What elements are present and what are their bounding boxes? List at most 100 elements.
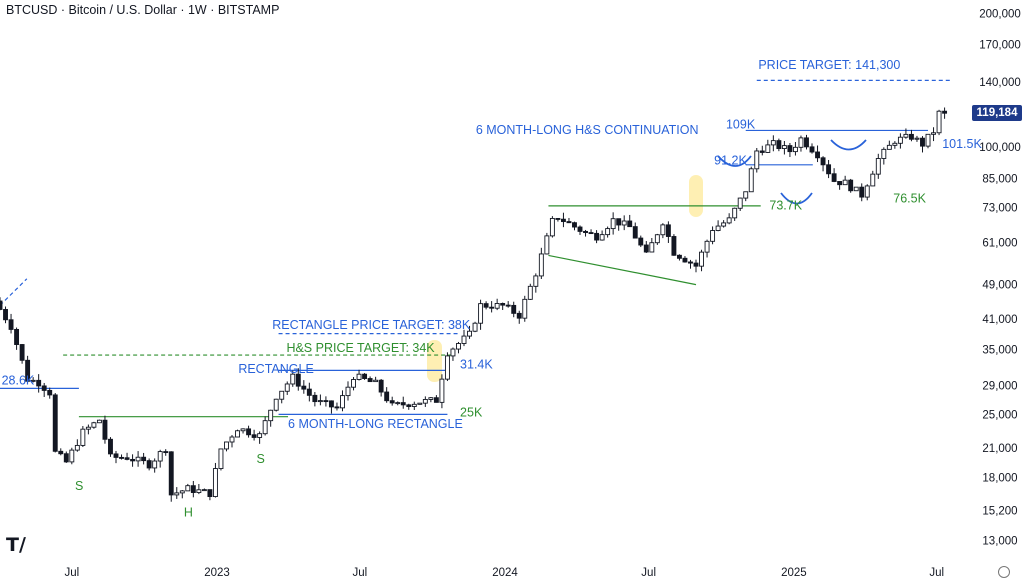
candle-body [621,220,627,226]
candle-body [577,226,583,232]
candle-body [472,322,478,332]
candle-body [710,230,716,242]
candle-body [295,373,301,387]
chart-annotation: 73.7K [769,199,802,213]
candle-body [798,137,804,148]
candle-body [80,428,86,446]
candle-body [572,222,577,228]
candle-body [660,224,666,236]
candle-body [842,179,848,186]
candle-body [85,426,91,430]
chart-annotation: 101.5K [942,137,982,151]
candle-body [505,304,511,307]
trend-lines [0,79,952,418]
candle-body [555,217,561,220]
candle-body [897,136,903,144]
y-tick-label: 73,000 [982,203,1017,215]
x-tick-label: 2023 [204,567,230,579]
candle-body [583,230,588,234]
candle-body [229,436,235,443]
candle-body [588,232,594,235]
x-tick-label: Jul [641,567,656,579]
candle-body [41,385,47,391]
candle-body [439,378,445,403]
candle-body [527,285,533,300]
y-tick-label: 41,000 [982,314,1017,326]
candle-body [792,146,798,153]
candle-body [726,217,732,224]
tradingview-logo-icon[interactable]: T∕ [6,534,26,556]
candle-body [765,144,771,153]
candle-body [665,224,671,237]
candle-body [533,275,539,287]
candle-body [936,110,942,134]
highlight-ellipse-2023 [427,340,442,382]
y-tick-label: 61,000 [982,237,1017,249]
candle-body [422,399,428,404]
time-axis: Jul 2023 Jul 2024 Jul 2025 Jul [64,567,944,579]
candle-body [201,489,207,492]
candle-body [373,379,379,383]
candle-body [483,303,489,308]
head-arc [780,192,813,205]
candle-body [599,234,605,241]
chart-annotation: S [256,452,264,466]
candle-body [74,444,80,451]
y-tick-label: 200,000 [979,8,1021,20]
chart-annotation: 28.6K [2,373,35,387]
candle-body [185,485,191,492]
candle-body [903,133,909,138]
candle-body [837,181,843,186]
candle-body [279,390,285,400]
candle-body [334,406,340,409]
x-tick-label: 2025 [781,567,807,579]
candle-body [754,150,760,170]
candle-body [157,451,163,462]
candle-body [489,306,495,309]
candle-body [549,217,555,237]
y-tick-label: 25,000 [982,409,1017,421]
candle-body [218,448,224,470]
candle-body [108,438,113,455]
left-shoulder-arc [717,155,752,167]
candle-body [212,468,218,498]
candle-body [649,242,655,253]
candle-body [362,373,368,379]
chart-annotation: S [75,479,83,493]
candle-body [759,150,765,153]
candle-body [367,378,373,383]
y-tick-label: 18,000 [982,473,1017,485]
candle-body [3,309,8,321]
candle-body [500,303,506,306]
candle-body [853,186,859,192]
candle-body [14,328,20,345]
x-tick-label: Jul [929,567,944,579]
candle-body [257,433,263,438]
candle-body [0,300,3,310]
current-price-badge: 119,184 [972,105,1022,122]
candle-body [638,237,644,246]
candle-body [19,344,25,361]
candle-body [113,453,119,458]
candle-body [511,304,517,314]
candle-body [787,145,793,153]
candle-body [428,397,434,400]
chart-annotation: 76.5K [893,192,926,206]
settings-icon[interactable] [998,566,1010,578]
candle-body [770,140,776,146]
candle-body [130,458,136,462]
y-tick-label: 13,000 [982,535,1017,547]
candle-body [450,348,456,357]
x-tick-label: Jul [64,567,79,579]
candle-body [356,373,362,380]
candle-body [870,173,876,187]
candle-body [859,186,865,198]
candle-body [306,388,312,396]
y-tick-label: 100,000 [979,142,1021,154]
y-tick-label: 29,000 [982,381,1017,393]
candle-body [826,164,832,175]
y-tick-label: 15,200 [982,505,1017,517]
candle-body [522,298,528,319]
candle-body [345,386,351,397]
candle-body [251,434,257,438]
